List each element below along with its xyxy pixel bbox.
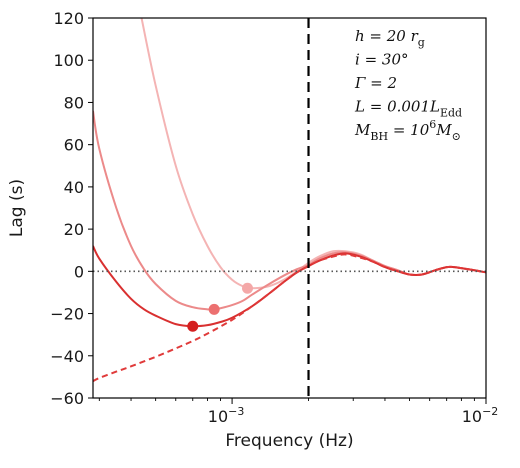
series-layer: [93, 18, 486, 383]
y-tick-label: 100: [53, 51, 84, 70]
annotation-line-4: L = 0.001LEdd: [354, 98, 462, 120]
x-axis-label: Frequency (Hz): [225, 431, 353, 451]
y-tick-label: 20: [64, 220, 84, 239]
y-tick-label: 40: [64, 178, 84, 197]
reference-lines: [93, 18, 486, 398]
min-lag-marker-3: [187, 320, 199, 332]
series-line-4: [93, 253, 486, 383]
y-axis-label: Lag (s): [7, 179, 27, 237]
annotation-line-1: h = 20 rg: [355, 27, 425, 49]
min-lag-marker-1: [241, 282, 253, 294]
marker-layer: [187, 282, 253, 332]
y-tick-label: −20: [50, 305, 84, 324]
min-lag-marker-2: [208, 303, 220, 315]
annotation-line-2: i = 30°: [355, 51, 409, 69]
y-tick-label: 0: [74, 262, 84, 281]
x-tick-label: 10−3: [208, 405, 245, 426]
plot-frame: [92, 17, 487, 399]
x-tick-label: 10−2: [462, 405, 499, 426]
y-tick-label: 120: [53, 9, 84, 28]
annotation-line-5: MBH = 106M⊙: [354, 118, 461, 143]
series-line-2: [93, 110, 486, 311]
y-tick-label: −60: [50, 389, 84, 408]
series-line-1: [140, 18, 486, 290]
y-tick-label: 80: [64, 93, 84, 112]
tick-layer: −60 −40 −20 0 20 40 60 80 100 120 10−3 10−2: [50, 9, 498, 426]
y-tick-label: 60: [64, 136, 84, 155]
series-line-3: [93, 245, 486, 328]
annotation-line-3: Γ = 2: [354, 74, 397, 92]
y-tick-label: −40: [50, 347, 84, 366]
